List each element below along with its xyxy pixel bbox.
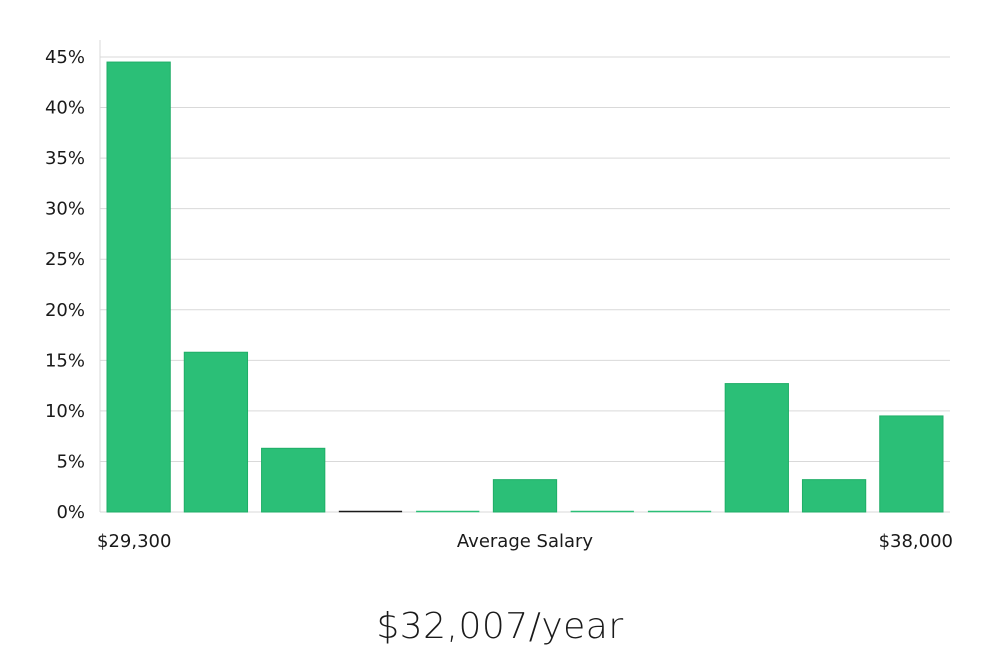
bar-10 — [879, 415, 944, 513]
y-tick-label: 25% — [45, 249, 85, 270]
y-tick-label: 0% — [56, 502, 85, 523]
bar-5 — [492, 479, 558, 513]
bar-2 — [261, 447, 326, 513]
bars — [106, 61, 944, 513]
bar-9 — [801, 479, 867, 513]
x-labels: $29,300 Average Salary $38,000 — [97, 531, 953, 552]
salary-histogram-chart: 0% 5% 10% 15% 20% 25% 30% 35% 40% 45% $29,300 Ave… — [45, 40, 953, 552]
bar-0 — [106, 61, 171, 513]
y-tick-label: 10% — [45, 401, 85, 422]
y-tick-label: 40% — [45, 98, 85, 119]
y-tick-label: 30% — [45, 199, 85, 220]
y-tick-labels: 0% 5% 10% 15% 20% 25% 30% 35% 40% 45% — [45, 47, 85, 523]
bar-1 — [183, 351, 249, 513]
y-tick-label: 35% — [45, 148, 85, 169]
x-min-label: $29,300 — [97, 531, 171, 552]
x-max-label: $38,000 — [879, 531, 953, 552]
average-salary-value: $32,007/year — [376, 606, 624, 647]
bar-8 — [724, 383, 789, 513]
y-tick-label: 45% — [45, 47, 85, 68]
y-tick-label: 5% — [56, 451, 85, 472]
y-tick-label: 20% — [45, 300, 85, 321]
y-tick-label: 15% — [45, 350, 85, 371]
x-axis-title: Average Salary — [457, 531, 594, 552]
